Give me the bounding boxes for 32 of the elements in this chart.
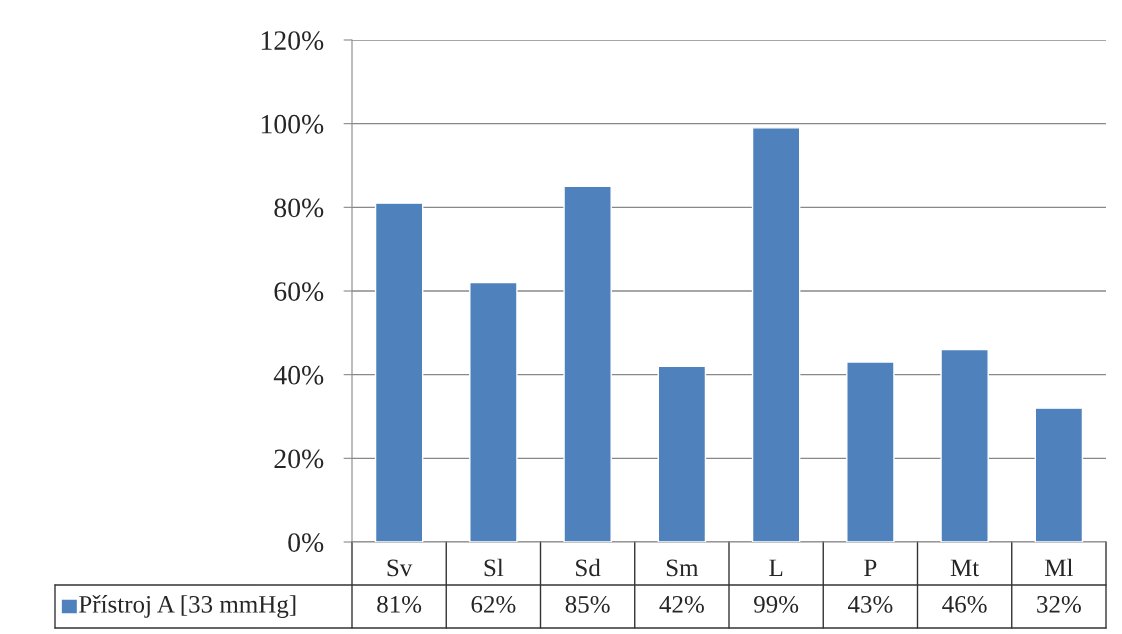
y-tick-label: 80% [274, 198, 324, 218]
data-label: 43% [847, 595, 893, 613]
x-tick-label: P [864, 559, 877, 577]
x-tick-label: Sd [576, 558, 601, 577]
x-tick-label: Sl [484, 558, 504, 577]
y-tick-label: 0% [288, 533, 324, 552]
x-tick-label: Ml [1045, 558, 1073, 577]
data-label: 46% [942, 595, 987, 613]
bar [657, 365, 707, 542]
x-tick-label: L [769, 559, 783, 577]
y-tick-label: 120% [261, 31, 324, 50]
bar [374, 202, 424, 542]
y-tick-label: 100% [261, 114, 324, 134]
data-label: 62% [471, 595, 516, 613]
x-tick-label: Mt [950, 559, 980, 577]
legend-label: Přístroj A [33 mmHg] [79, 595, 296, 618]
bar [751, 127, 801, 542]
bar [563, 185, 612, 542]
data-label: 85% [565, 595, 610, 613]
bar [846, 361, 895, 542]
y-tick-label: 60% [274, 282, 324, 301]
data-label: 42% [659, 595, 704, 613]
data-label: 32% [1037, 595, 1081, 613]
x-tick-label: Sv [387, 559, 413, 577]
data-label: 81% [377, 595, 422, 613]
bar [940, 348, 989, 542]
bar [1034, 407, 1084, 542]
data-label: 99% [754, 595, 799, 613]
y-tick-label: 20% [274, 449, 324, 469]
x-tick-label: Sm [666, 559, 699, 577]
y-tick-label: 40% [273, 365, 324, 385]
bar [469, 281, 518, 542]
